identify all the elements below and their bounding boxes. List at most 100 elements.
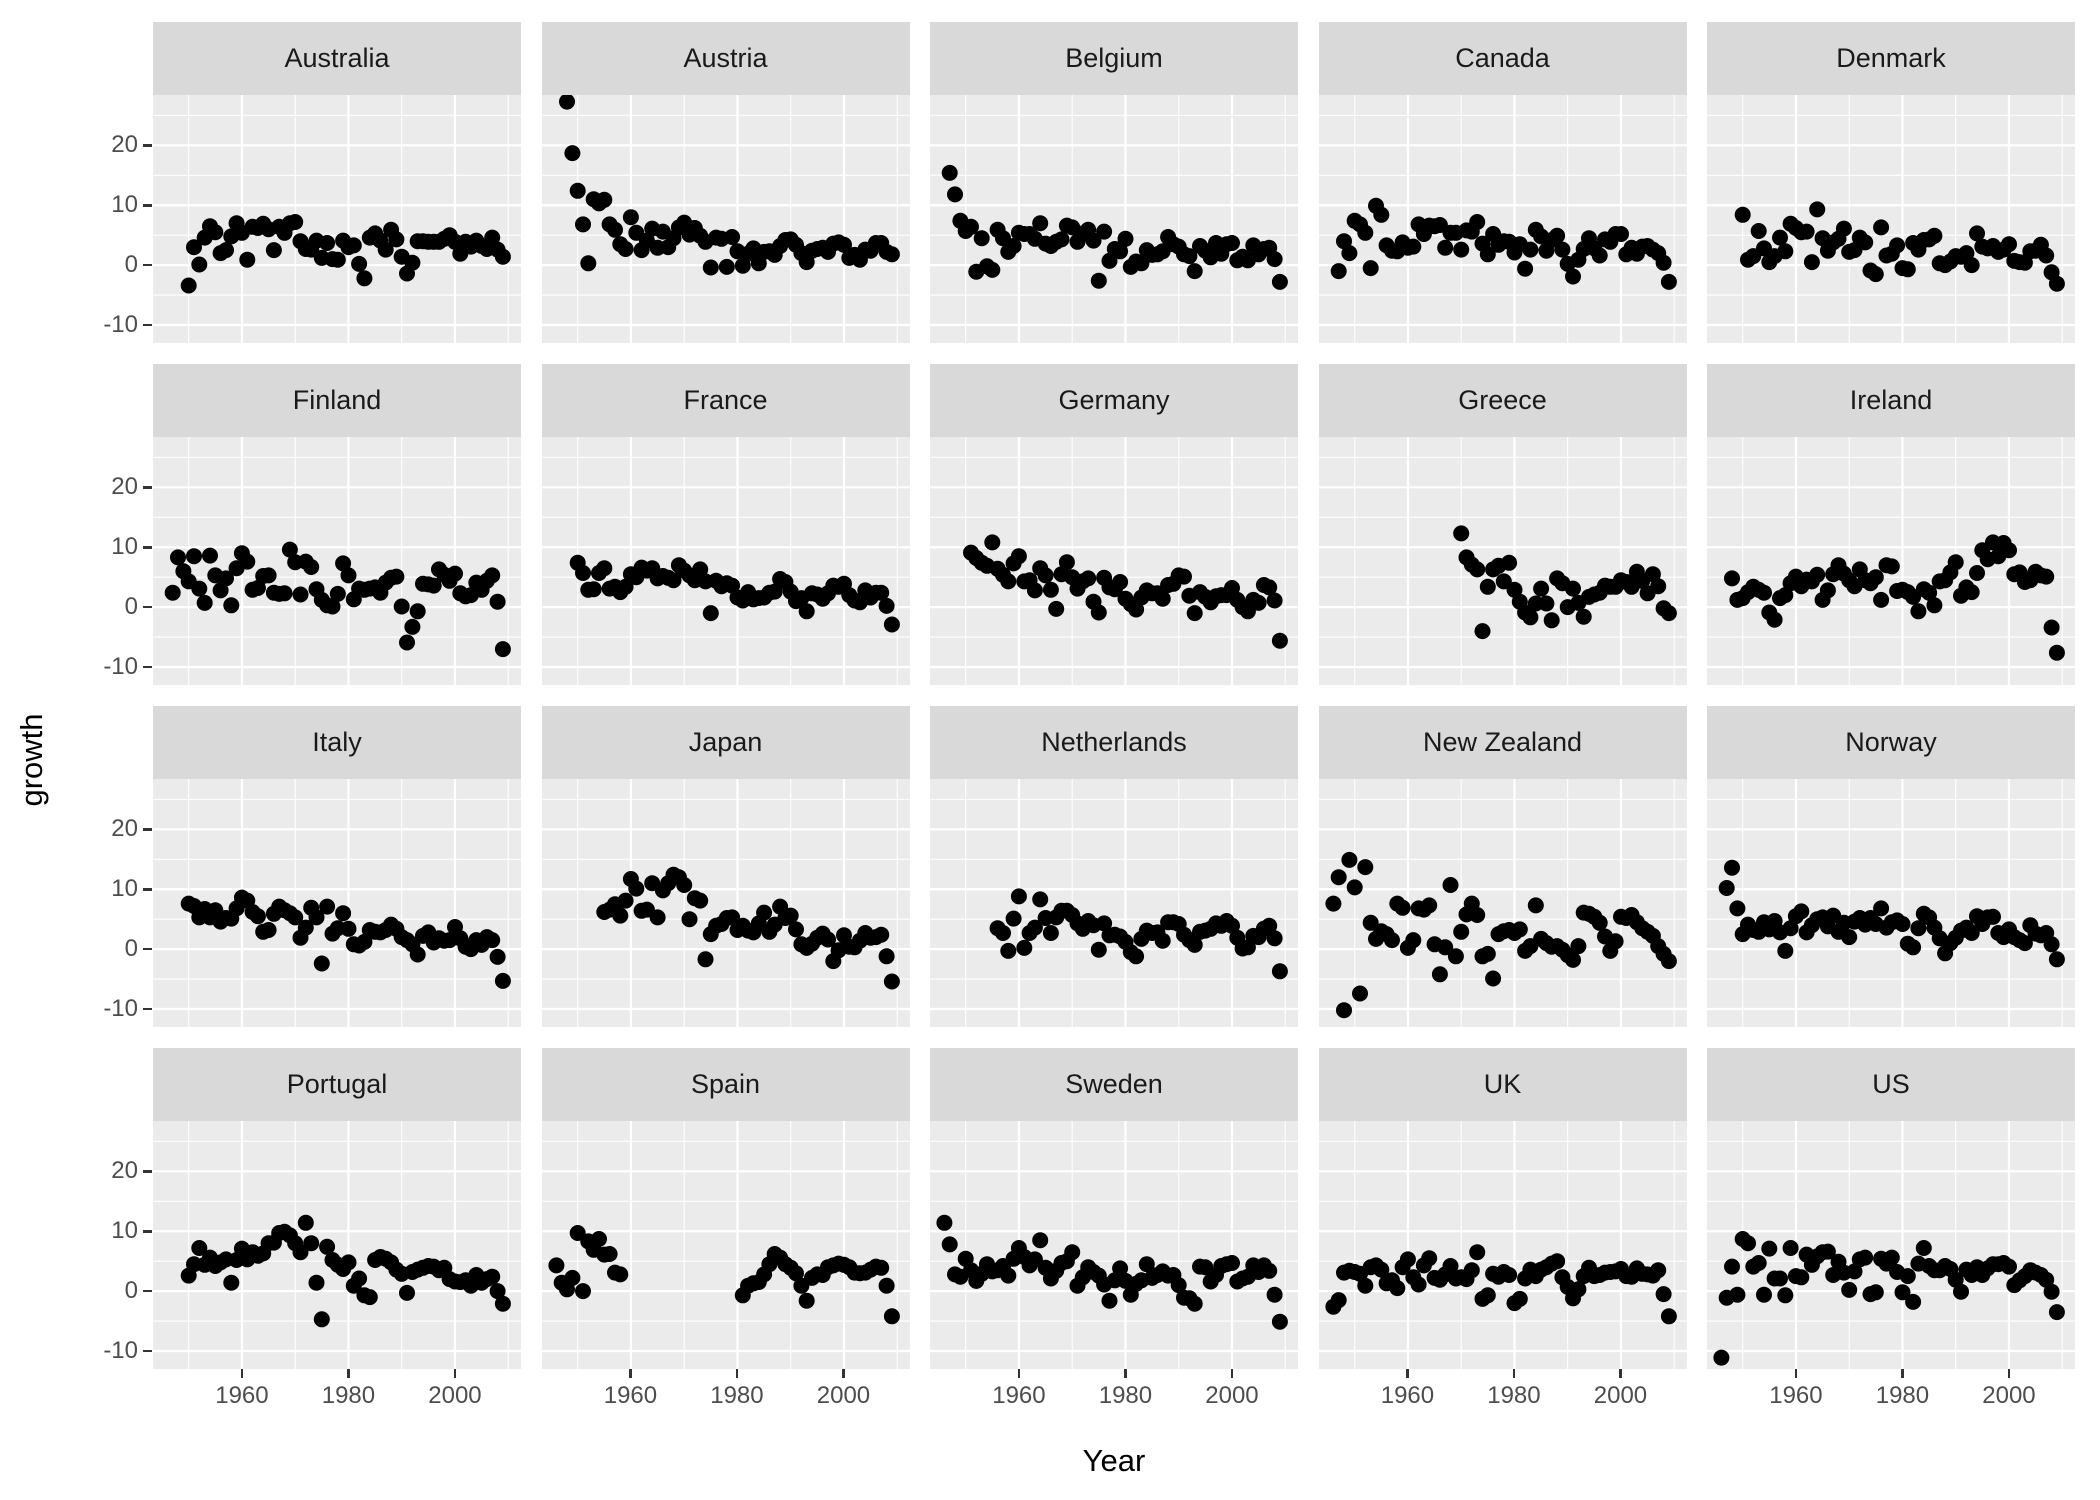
data-point (2001, 542, 2017, 559)
data-point (1042, 925, 1059, 941)
data-point (883, 973, 900, 990)
data-point (1756, 1286, 1772, 1303)
data-point (2043, 1283, 2060, 1300)
data-point (1591, 914, 1608, 931)
facet-strip: Italy (153, 706, 521, 779)
data-point (1910, 603, 1927, 620)
data-point (292, 1244, 309, 1261)
facet-strip: Portugal (153, 1048, 521, 1121)
facet-strip: Netherlands (930, 706, 1298, 779)
data-point (1532, 580, 1549, 597)
data-point (1835, 220, 1852, 237)
data-point (1224, 1255, 1240, 1271)
data-point (1899, 1268, 1916, 1285)
data-point (675, 877, 692, 893)
data-point (1772, 229, 1788, 246)
data-point (1468, 214, 1485, 230)
data-point (1224, 580, 1240, 596)
facet-title: France (683, 385, 768, 415)
facet-panel-uk (1318, 1121, 1687, 1369)
data-point (1000, 942, 1017, 959)
data-point (1372, 1261, 1389, 1278)
data-point (218, 242, 234, 259)
y-tick-mark (143, 486, 152, 489)
data-point (351, 1270, 368, 1287)
data-point (1186, 605, 1203, 622)
x-tick-mark (735, 1369, 739, 1378)
data-point (1793, 903, 1810, 920)
y-tick-label: 0 (124, 251, 138, 279)
x-tick-label: 2000 (1593, 1382, 1648, 1409)
data-point (1809, 566, 1826, 583)
y-tick-label: 10 (111, 1217, 138, 1245)
data-point (611, 1266, 628, 1283)
data-point (963, 218, 979, 235)
y-tick-mark (143, 546, 152, 549)
data-point (1053, 231, 1070, 248)
facet-panel-ireland (1707, 437, 2075, 685)
data-point (574, 216, 591, 233)
data-point (563, 1269, 580, 1286)
facet-title: Spain (690, 1069, 761, 1099)
data-point (1420, 897, 1437, 914)
data-point (1819, 582, 1836, 599)
data-point (399, 1284, 415, 1301)
data-point (1926, 597, 1943, 614)
data-point (239, 553, 256, 570)
data-point (1873, 591, 1890, 608)
x-tick-mark (1512, 1369, 1516, 1378)
data-point (1261, 1262, 1278, 1279)
data-point (1963, 925, 1980, 941)
data-point (883, 1308, 900, 1325)
data-point (329, 585, 346, 602)
data-point (1186, 1295, 1203, 1312)
data-point (223, 1274, 240, 1291)
data-point (1452, 923, 1469, 940)
x-tick-label: 1960 (1769, 1382, 1823, 1409)
data-point (595, 560, 612, 577)
data-point (1724, 570, 1740, 587)
data-point (1713, 1349, 1730, 1366)
data-point (1761, 1240, 1778, 1257)
data-point (1756, 584, 1772, 601)
data-point (1484, 970, 1501, 987)
facet-title: Netherlands (1041, 727, 1187, 757)
data-point (872, 926, 889, 943)
data-point (579, 255, 596, 272)
data-point (723, 577, 740, 594)
y-tick-mark (143, 263, 152, 267)
data-point (1521, 241, 1538, 258)
facet-panel-austria (541, 95, 910, 343)
data-point (1101, 1292, 1118, 1309)
data-point (1777, 587, 1794, 604)
data-point (1479, 578, 1496, 595)
data-point (617, 892, 634, 909)
x-tick-label: 1960 (603, 1382, 658, 1409)
data-point (1750, 223, 1767, 239)
data-point (1803, 254, 1820, 271)
data-point (345, 237, 362, 254)
data-point (1266, 1286, 1283, 1303)
data-point (574, 565, 591, 581)
data-point (1026, 582, 1043, 599)
facet-title: Norway (1845, 727, 1937, 757)
data-point (1921, 584, 1938, 601)
facet-title: Canada (1455, 43, 1550, 73)
data-point (627, 880, 644, 897)
data-point (1516, 260, 1533, 277)
data-point (287, 909, 304, 926)
data-point (484, 229, 501, 246)
x-tick-mark (453, 1369, 457, 1378)
data-point (681, 911, 697, 928)
data-point (313, 955, 330, 972)
data-point (1064, 1244, 1081, 1261)
data-point (1718, 880, 1735, 896)
data-point (1090, 941, 1107, 958)
data-point (872, 1259, 889, 1276)
data-point (1090, 604, 1107, 621)
data-point (883, 246, 900, 263)
data-point (1356, 1277, 1373, 1294)
data-point (260, 567, 277, 584)
data-point (489, 1283, 506, 1300)
data-point (1271, 273, 1288, 290)
